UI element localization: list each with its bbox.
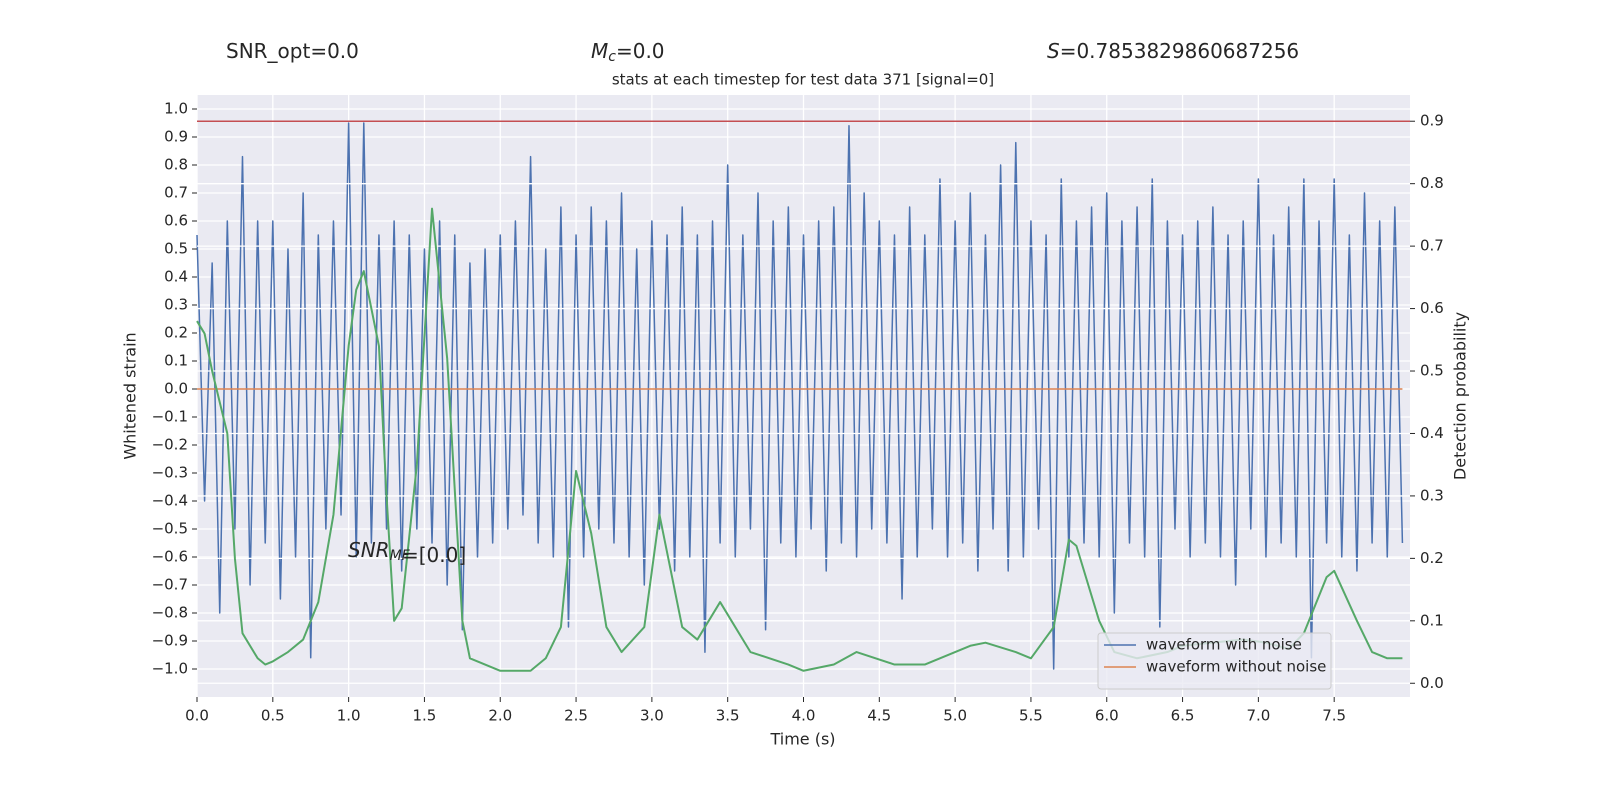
y2-axis-label: Detection probability [1451,312,1470,480]
x-tick-label: 0.0 [185,707,209,725]
y2-tick-label: 0.2 [1420,549,1444,567]
y2-tick-label: 0.4 [1420,424,1444,442]
annotation-symbol: M [591,39,608,63]
y-tick-label: −0.8 [152,604,188,622]
y-tick-label: −0.6 [152,548,188,566]
y-tick-label: −0.9 [152,632,188,650]
x-tick-label: 0.5 [261,707,285,725]
y2-tick-label: 0.3 [1420,486,1444,504]
x-tick-label: 2.0 [488,707,512,725]
y-axis-label: Whitened strain [121,332,140,459]
y-tick-label: 0.1 [164,352,188,370]
y-tick-label: 0.8 [164,156,188,174]
x-tick-label: 2.5 [564,707,588,725]
annotation: S=0.7853829860687256 [1047,39,1299,63]
x-tick-label: 6.5 [1171,707,1195,725]
y-tick-label: −0.1 [152,408,188,426]
y2-tick-label: 0.0 [1420,674,1444,692]
y-tick-label: 0.3 [164,296,188,314]
y2-tick-label: 0.1 [1420,611,1444,629]
y-tick-label: 0.4 [164,268,188,286]
x-tick-label: 5.5 [1019,707,1043,725]
x-tick-label: 3.5 [716,707,740,725]
y-tick-label: 0.5 [164,240,188,258]
y2-tick-label: 0.7 [1420,237,1444,255]
annotation: SNR_opt=0.0 [226,39,359,63]
labels: 0.0 0.5 1.0 1.5 2.0 2.5 3.0 3.5 4.0 4.5 5.0 5.5 6.0 6… [152,100,1444,725]
y-tick-label: −0.7 [152,576,188,594]
x-tick-label: 5.0 [943,707,967,725]
x-axis-label: Time (s) [769,730,835,749]
y-tick-label: 1.0 [164,100,188,118]
x-tick-label: 4.0 [792,707,816,725]
x-tick-label: 4.5 [867,707,891,725]
grid-y2 [197,120,1410,684]
y-tick-label: −1.0 [152,660,188,678]
annotation-subscript: c [608,49,616,65]
x-tick-label: 7.5 [1322,707,1346,725]
y2-tick-label: 0.8 [1420,174,1444,192]
y-tick-label: 0.9 [164,128,188,146]
annotation-symbol: SNR [348,538,390,562]
legend-box [1097,632,1332,690]
y-tick-label: −0.2 [152,436,188,454]
y2-tick-label: 0.5 [1420,362,1444,380]
y2-tick-label: 0.6 [1420,299,1444,317]
marks [196,122,1404,670]
annotation-subscript: MF [390,548,411,564]
legend: waveform with noise waveform without nois… [1097,632,1332,690]
y-tick-label: 0.6 [164,212,188,230]
y-tick-label: −0.3 [152,464,188,482]
annotation-symbol: S [1047,39,1060,63]
legend-label: waveform without noise [1146,658,1326,676]
chart-title: stats at each timestep for test data 371… [612,71,994,89]
y-tick-label: 0.2 [164,324,188,342]
annotation-text: =0.7853829860687256 [1060,39,1299,63]
annotation: SNRMF=[0.0] [348,538,466,567]
x-tick-label: 1.0 [337,707,361,725]
annotation: Mc=0.0 [591,39,665,66]
annotation-text: =0.0 [616,39,665,63]
x-tick-label: 6.0 [1095,707,1119,725]
y-tick-label: −0.5 [152,520,188,538]
annotation-text: SNR_opt=0.0 [226,39,359,63]
y-tick-label: −0.4 [152,492,188,510]
legend-label: waveform with noise [1146,636,1302,654]
x-tick-label: 1.5 [413,707,437,725]
y2-tick-label: 0.9 [1420,112,1444,130]
x-tick-label: 7.0 [1246,707,1270,725]
y-tick-label: 0.0 [164,380,188,398]
series-line [196,122,1404,670]
y-tick-label: 0.7 [164,184,188,202]
annotation-text: =[0.0] [402,543,466,567]
x-tick-label: 3.0 [640,707,664,725]
